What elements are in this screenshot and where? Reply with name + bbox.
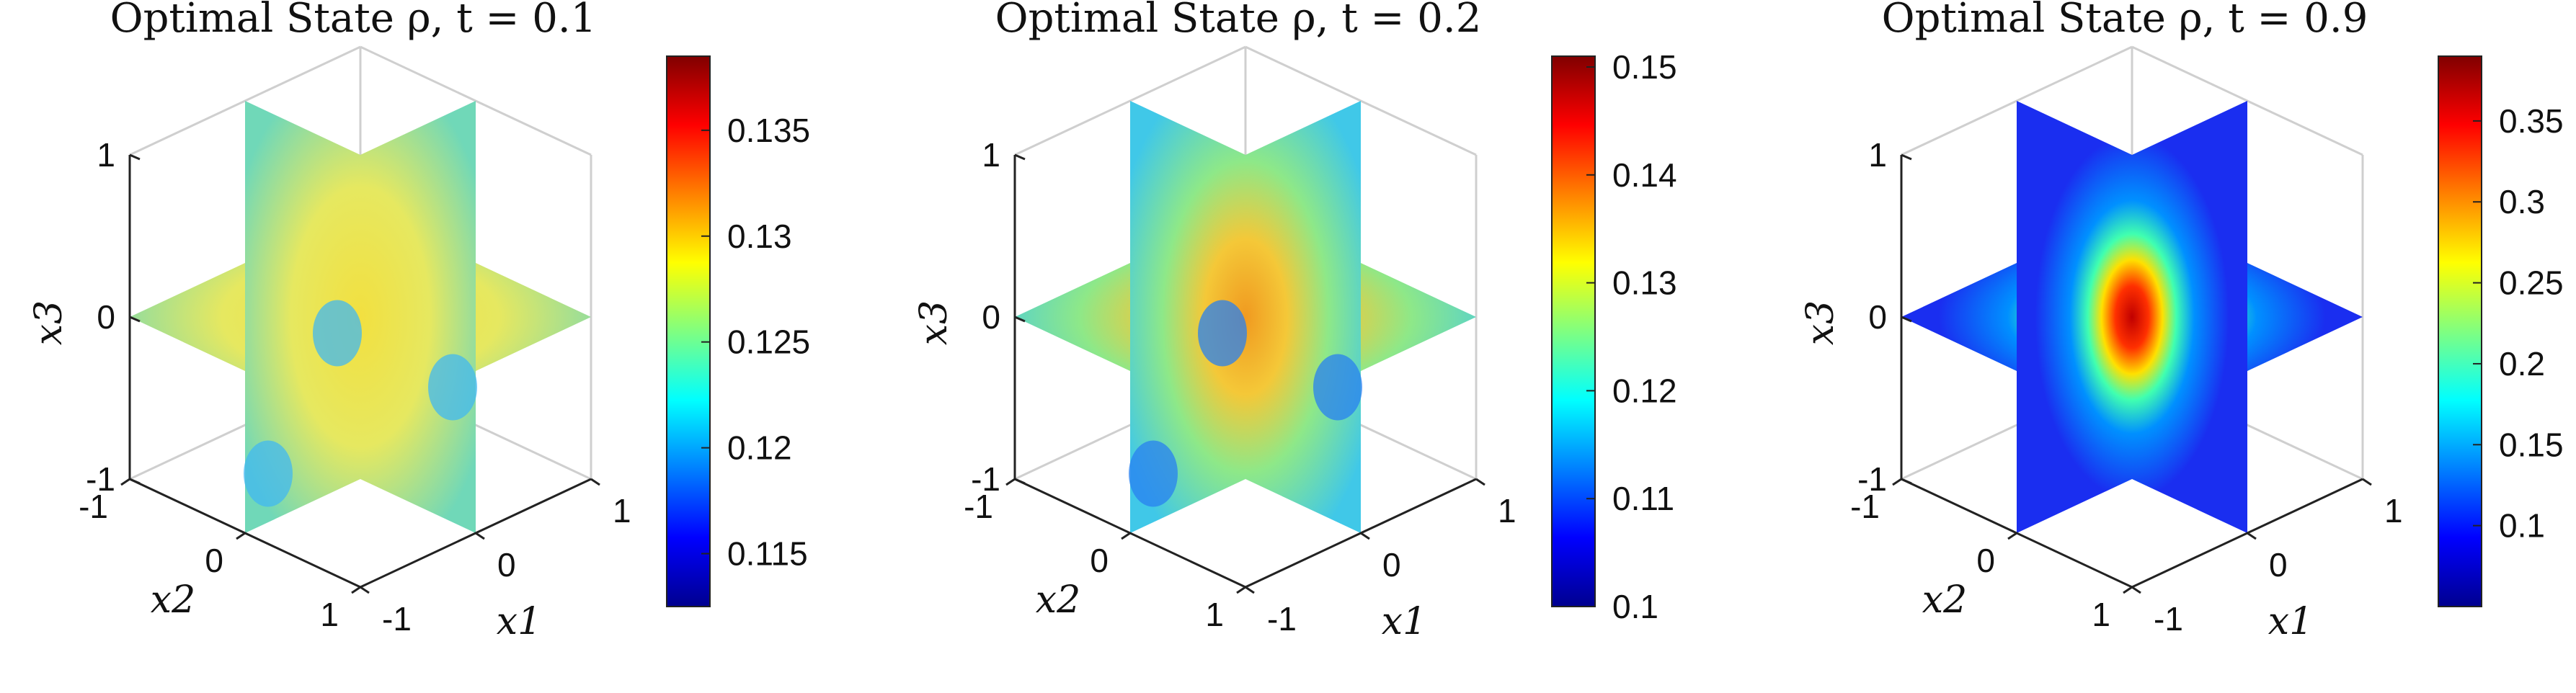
colorbar [2438,55,2482,607]
chart-title: Optimal State ρ, t = 0.1 [110,0,597,42]
x2-tick [120,478,130,486]
x1-tick-label: 1 [2384,492,2403,529]
z-tick [129,478,141,485]
z-tick-label: 1 [982,136,1000,174]
x2-tick [1236,586,1246,594]
z-tick-label: 1 [1868,136,1887,174]
colorbar [1551,55,1596,607]
colorbar-tick-label: 0.12 [1612,372,1677,409]
x2-tick-label: 1 [1205,596,1224,633]
x1-tick [1245,586,1255,594]
x1-tick [2247,532,2257,540]
x1-tick-label: 1 [613,492,631,529]
colorbar-tick-label: 0.11 [1612,480,1674,517]
low-value-region [313,300,362,367]
colorbar-tick-label: 0.1 [1612,588,1658,625]
colorbar-tick-label: 0.1 [2499,507,2545,545]
z-tick [1014,153,1026,161]
z-tick-label: -1 [1857,460,1887,498]
colorbar-tick-label: 0.35 [2499,102,2564,140]
x2-tick [236,532,246,540]
x1-axis-label: x1 [1382,600,1426,643]
colorbar-tick-label: 0.25 [2499,264,2564,302]
z-tick-label: 0 [982,298,1000,336]
x1-tick-label: -1 [2154,600,2183,638]
x2-axis-label: x2 [1036,578,1080,622]
z-tick-label: 0 [97,298,115,336]
x1-tick [475,532,485,540]
colorbar-tick-label: 0.125 [727,323,810,361]
x2-tick-label: 1 [2092,596,2110,633]
slice-x1-0 [245,101,476,533]
low-value-region [1129,440,1178,507]
colorbar-tick-label: 0.13 [1612,264,1677,302]
slice-x1-0 [2017,101,2247,533]
z-tick [1901,478,1912,485]
z-tick-label: 0 [1868,298,1887,336]
x1-tick-label: 1 [1498,492,1516,529]
chart-title: Optimal State ρ, t = 0.2 [995,0,1482,42]
x2-tick-label: -1 [964,488,993,525]
x2-tick-label: 0 [205,542,223,579]
x2-tick [2123,586,2133,594]
slice-x1-0 [1130,101,1361,533]
z-axis-label: x3 [912,300,956,345]
x1-tick [590,478,600,486]
x1-tick [1360,532,1370,540]
z-tick [1901,316,1912,323]
x2-tick-label: 1 [320,596,339,633]
x2-tick [351,586,361,594]
z-tick-label: -1 [971,460,1000,498]
x2-tick [1005,478,1016,486]
x2-tick-label: 0 [1976,542,1995,579]
x2-axis-label: x2 [151,578,195,622]
colorbar-tick-label: 0.135 [727,112,810,149]
x1-axis-label: x1 [2268,600,2313,643]
x2-tick-label: 0 [1090,542,1109,579]
z-axis-label: x3 [1799,300,1842,345]
z-tick [1901,153,1912,161]
low-value-region [1198,300,1247,367]
chart-title: Optimal State ρ, t = 0.9 [1882,0,2368,42]
z-tick [129,153,141,161]
colorbar [666,55,711,607]
x1-tick-label: 0 [497,546,516,584]
x1-tick [2131,586,2141,594]
x1-tick [360,586,370,594]
x1-tick-label: 0 [2269,546,2288,584]
z-axis-label: x3 [27,300,71,345]
x1-tick-label: 0 [1382,546,1401,584]
x2-tick-label: -1 [1850,488,1880,525]
low-value-region [1313,354,1362,421]
z-tick [1014,478,1026,485]
x2-tick-label: -1 [79,488,108,525]
colorbar-tick-label: 0.15 [1612,48,1677,86]
x1-tick [1475,478,1485,486]
z-tick-label: -1 [86,460,115,498]
x1-tick-label: -1 [1267,600,1297,638]
low-value-region [428,354,477,421]
x1-axis-label: x1 [497,600,541,643]
x2-tick [1892,478,1902,486]
x2-tick [2007,532,2017,540]
z-tick-label: 1 [97,136,115,174]
x2-axis-label: x2 [1922,578,1967,622]
z-tick [129,316,141,323]
x2-tick [1121,532,1131,540]
x1-tick-label: -1 [382,600,412,638]
colorbar-tick-label: 0.2 [2499,345,2545,383]
x1-tick [2362,478,2372,486]
colorbar-tick-label: 0.12 [727,429,792,467]
low-value-region [244,440,293,507]
colorbar-tick-label: 0.115 [727,535,808,573]
z-tick [1014,316,1026,323]
colorbar-tick-label: 0.14 [1612,156,1677,194]
colorbar-tick-label: 0.3 [2499,183,2545,220]
colorbar-tick-label: 0.15 [2499,426,2564,463]
colorbar-tick-label: 0.13 [727,218,792,255]
